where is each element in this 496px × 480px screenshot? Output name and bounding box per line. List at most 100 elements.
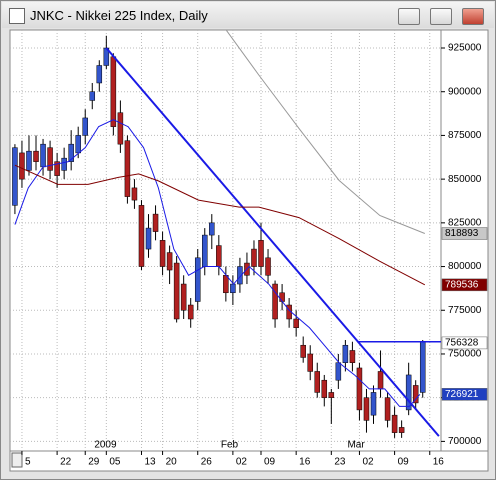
candle-body	[279, 292, 285, 302]
candle-body	[342, 344, 349, 363]
line	[226, 30, 426, 234]
candle-body	[82, 117, 88, 136]
candle-body	[19, 152, 25, 180]
candle-body	[272, 283, 278, 320]
x-tick-label: 02	[362, 457, 374, 468]
candle-body	[258, 240, 264, 267]
x-tick-label: 23	[334, 457, 346, 468]
candle-body	[47, 147, 53, 171]
title-bar: JNKC - Nikkei 225 Index, Daily	[2, 2, 494, 28]
candle-body	[68, 143, 74, 162]
candle-body	[405, 374, 412, 411]
candle-body	[216, 245, 222, 267]
x-tick-label: 09	[398, 457, 410, 468]
candle-body	[12, 147, 18, 206]
candle-body	[328, 392, 335, 398]
x-tick-label: 09	[264, 457, 276, 468]
candle-body	[145, 227, 152, 250]
candle-body	[384, 397, 391, 421]
candle-body	[187, 304, 194, 320]
candle-body	[166, 252, 173, 271]
line	[14, 164, 426, 286]
candle-body	[110, 56, 117, 127]
candle-body	[75, 135, 81, 154]
candle-body	[33, 150, 39, 162]
candle-body	[391, 414, 398, 433]
candle-body	[152, 213, 159, 232]
y-tick-label: 750000	[448, 349, 482, 360]
candle-body	[335, 362, 342, 381]
candle-body	[131, 187, 138, 201]
candle-body	[300, 344, 306, 358]
candle-body	[237, 266, 243, 285]
period-label: 2009	[94, 440, 117, 451]
candle-body	[40, 143, 46, 168]
x-tick-label: 5	[25, 457, 31, 468]
window-icon	[9, 8, 25, 24]
candle-body	[209, 222, 215, 236]
candle-body	[251, 248, 257, 267]
price-label-box	[441, 278, 488, 292]
price-label-box	[441, 388, 488, 401]
x-axis-area	[9, 450, 489, 472]
candle-body	[314, 371, 321, 393]
x-tick-label: 05	[109, 457, 121, 468]
line	[105, 47, 440, 437]
price-label: 756328	[445, 338, 479, 349]
candle-body	[61, 157, 67, 171]
candle-body	[26, 150, 32, 171]
candle-body	[398, 427, 405, 433]
candle-body	[307, 353, 313, 372]
y-tick-label: 850000	[448, 174, 482, 185]
candle-body	[96, 65, 103, 84]
price-label-box	[441, 227, 488, 240]
y-tick-label: 700000	[448, 436, 482, 447]
x-tick-label: 20	[166, 457, 178, 468]
candle-body	[54, 161, 60, 176]
price-label: 726921	[445, 389, 479, 400]
candle-body	[194, 257, 201, 302]
scroll-button[interactable]	[11, 452, 23, 468]
close-button[interactable]	[462, 8, 484, 25]
price-label-box	[441, 336, 488, 350]
y-tick-label: 800000	[448, 261, 482, 272]
candle-body	[377, 371, 384, 390]
y-tick-label: 775000	[448, 305, 482, 316]
y-tick-label: 875000	[448, 130, 482, 141]
candle-body	[223, 275, 229, 294]
candle-body	[370, 392, 377, 416]
minimize-button[interactable]	[398, 8, 420, 25]
y-tick-label: 925000	[448, 43, 482, 54]
x-tick-label: 22	[60, 457, 72, 468]
line	[14, 119, 421, 407]
candle-body	[89, 91, 96, 101]
candle-body	[419, 341, 426, 393]
candle-body	[117, 112, 124, 145]
x-tick-label: 16	[299, 457, 311, 468]
x-tick-label: 16	[433, 457, 445, 468]
y-axis-area	[440, 29, 489, 452]
candle-body	[356, 367, 363, 411]
candle-body	[349, 350, 356, 363]
candle-body	[173, 262, 180, 320]
y-tick-label: 900000	[448, 86, 482, 97]
window-title: JNKC - Nikkei 225 Index, Daily	[30, 8, 208, 23]
x-tick-label: 26	[201, 457, 213, 468]
price-label: 789536	[445, 279, 479, 290]
candle-body	[265, 257, 271, 276]
period-label: Mar	[347, 440, 365, 451]
candle-body	[138, 205, 145, 267]
plot-area	[9, 29, 442, 452]
x-tick-label: 13	[144, 457, 156, 468]
candle-body	[321, 379, 328, 398]
x-tick-label: 02	[236, 457, 248, 468]
maximize-button[interactable]	[430, 8, 452, 25]
y-tick-label: 825000	[448, 217, 482, 228]
candle-body	[124, 140, 131, 197]
candle-body	[159, 240, 166, 267]
x-tick-label: 29	[88, 457, 100, 468]
price-label: 818893	[445, 228, 479, 239]
candle-body	[230, 283, 236, 294]
candle-body	[412, 385, 419, 404]
